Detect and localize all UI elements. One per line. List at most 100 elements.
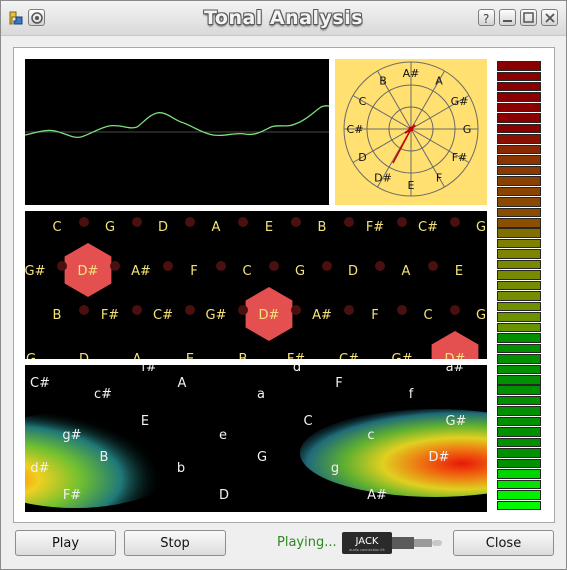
meter-segment: [497, 92, 541, 102]
meter-segment: [497, 228, 541, 238]
lattice-dot: [269, 261, 279, 271]
lattice-note-label: A: [402, 264, 411, 279]
meter-segment: [497, 479, 541, 490]
lattice-note-label: F#: [101, 308, 119, 323]
lattice-dot: [79, 217, 89, 227]
meter-segment: [497, 427, 541, 437]
lattice-dot: [397, 305, 407, 315]
circle-note-label: C: [359, 95, 367, 108]
spectrogram-note-label: C#: [30, 376, 50, 391]
meter-segment: [497, 144, 541, 155]
meter-segment: [497, 406, 541, 416]
spectrogram-note-label: a: [257, 387, 265, 402]
spectrogram-note-label: a#: [446, 365, 465, 375]
lattice-dot: [110, 261, 120, 271]
lattice-note-label: A#: [312, 308, 332, 323]
lattice-note-label: G: [476, 220, 486, 235]
stop-button[interactable]: Stop: [124, 530, 226, 556]
lattice-dot: [185, 217, 195, 227]
lattice-note-label: F#: [366, 220, 384, 235]
meter-segment: [497, 197, 541, 207]
meter-segment: [497, 333, 541, 343]
lattice-dot: [428, 261, 438, 271]
svg-text:?: ?: [483, 12, 489, 26]
meter-segment: [497, 490, 541, 500]
lattice-note-label: G: [105, 220, 115, 235]
spectrogram-note-label: D: [219, 488, 229, 503]
circle-note-label: F: [436, 172, 442, 185]
lattice-note-label: C: [423, 308, 432, 323]
meter-segment: [497, 61, 541, 71]
window-menu-button[interactable]: [28, 9, 45, 26]
meter-segment: [497, 301, 541, 312]
spectrogram-note-label: c: [367, 428, 374, 443]
help-icon: ?: [483, 12, 489, 26]
meter-segment: [497, 218, 541, 228]
circle-note-label: D#: [374, 172, 392, 185]
spectrogram-note-label: A#: [367, 488, 387, 503]
lattice-dot: [322, 261, 332, 271]
lattice-note-label: B: [318, 220, 327, 235]
spectrogram-note-label: B: [100, 450, 109, 465]
playback-status: Playing...: [277, 535, 337, 550]
lattice-note-label: E: [186, 352, 194, 359]
spectrogram-note-label: F#: [63, 488, 81, 503]
meter-segment: [497, 312, 541, 322]
maximize-icon: [523, 12, 534, 23]
meter-segment: [497, 343, 541, 354]
spectrogram-note-label: E: [141, 414, 149, 429]
title-bar[interactable]: Tonal Analysis ?: [1, 1, 566, 36]
lattice-note-label: G#: [206, 308, 227, 323]
meter-segment: [497, 322, 541, 333]
play-button[interactable]: Play: [15, 530, 116, 556]
meter-segment: [497, 469, 541, 479]
minimize-button[interactable]: [499, 9, 516, 26]
meter-segment: [497, 176, 541, 186]
meter-segment: [497, 458, 541, 469]
circle-note-label: B: [379, 75, 387, 88]
lattice-dot: [238, 305, 248, 315]
jack-logo: JACK audio connection kit: [342, 530, 446, 558]
lattice-note-label: B: [53, 308, 62, 323]
waveform-scope: [25, 59, 329, 205]
meter-segment: [497, 207, 541, 217]
lattice-dot: [375, 261, 385, 271]
active-note-hexagon: [64, 243, 112, 297]
spectrogram-note-label: C: [303, 414, 312, 429]
active-note-hexagon: [431, 331, 479, 359]
close-button[interactable]: Close: [453, 530, 554, 556]
waveform-plot: [25, 105, 329, 139]
spectrogram-note-label: e: [219, 428, 227, 443]
meter-segment: [497, 134, 541, 144]
tonal-lattice: C G D A E B F# C# G G# D# A# F C G D A E B F# C# G# D# A# F C G G D A…: [25, 211, 487, 359]
circle-of-fifths: A# A G# G F# F E D# D C# C B: [335, 59, 487, 205]
meter-segment: [497, 270, 541, 280]
lattice-note-label: D: [158, 220, 168, 235]
lattice-note-label: A: [212, 220, 221, 235]
lattice-note-label: D: [79, 352, 89, 359]
spectrogram-note-label: G: [257, 450, 267, 465]
circle-note-label: G#: [451, 95, 469, 108]
meter-segment: [497, 249, 541, 259]
meter-segment: [497, 165, 541, 176]
help-button[interactable]: ?: [478, 9, 495, 26]
level-meter: [497, 61, 541, 511]
active-note-hexagon: [245, 287, 293, 341]
svg-text:audio connection kit: audio connection kit: [349, 548, 385, 552]
meter-segment: [497, 354, 541, 364]
lattice-note-label: D#: [445, 352, 466, 359]
spectrogram-note-label: d: [293, 365, 301, 375]
circle-note-label: D: [358, 151, 366, 164]
meter-segment: [497, 71, 541, 81]
jack-plug-icon: JACK audio connection kit: [342, 532, 442, 554]
lattice-note-label: G: [26, 352, 36, 359]
lattice-dot: [216, 261, 226, 271]
close-window-button[interactable]: [541, 9, 558, 26]
close-icon: [545, 13, 555, 23]
lattice-note-label: G: [476, 308, 486, 323]
spectrogram-note-label: g: [331, 461, 339, 476]
lattice-dot: [450, 305, 460, 315]
spectrogram-note-label: G#: [446, 414, 467, 429]
maximize-button[interactable]: [520, 9, 537, 26]
